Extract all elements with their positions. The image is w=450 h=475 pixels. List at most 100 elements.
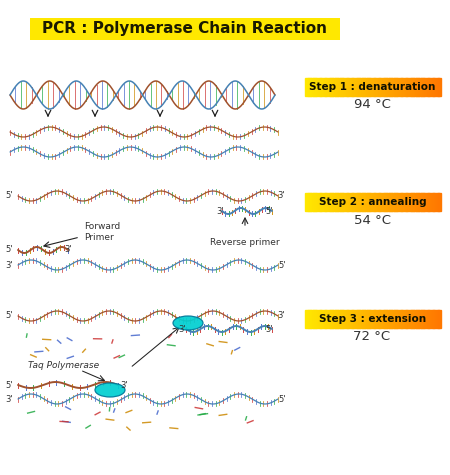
Bar <box>362 193 364 211</box>
Bar <box>410 193 412 211</box>
Bar <box>357 78 360 96</box>
Bar <box>351 78 353 96</box>
Bar <box>410 78 412 96</box>
Text: Taq Polymerase: Taq Polymerase <box>28 361 99 370</box>
Bar <box>423 78 425 96</box>
Bar <box>386 193 388 211</box>
Bar <box>351 193 353 211</box>
Bar <box>427 78 429 96</box>
Bar <box>428 310 430 328</box>
Bar <box>364 193 366 211</box>
Bar <box>339 310 341 328</box>
Bar <box>396 193 398 211</box>
Bar <box>389 78 392 96</box>
Bar <box>379 310 382 328</box>
Bar <box>308 78 310 96</box>
Bar <box>388 193 390 211</box>
Text: Step 3 : extension: Step 3 : extension <box>319 314 426 324</box>
Bar <box>395 310 396 328</box>
Text: 3': 3' <box>64 246 72 255</box>
Ellipse shape <box>173 316 203 330</box>
Text: 5': 5' <box>5 246 13 255</box>
Bar <box>335 78 338 96</box>
Bar <box>398 193 400 211</box>
Bar <box>362 78 364 96</box>
Bar <box>376 193 378 211</box>
Bar <box>420 310 422 328</box>
Bar <box>428 78 430 96</box>
Bar <box>405 310 407 328</box>
Bar <box>332 310 334 328</box>
Bar <box>391 193 393 211</box>
Bar <box>364 78 366 96</box>
Bar <box>307 193 309 211</box>
Bar <box>388 310 390 328</box>
Bar <box>398 310 400 328</box>
Bar <box>373 78 375 96</box>
Bar <box>325 78 328 96</box>
Bar <box>405 78 407 96</box>
Bar <box>314 310 315 328</box>
Bar <box>408 78 410 96</box>
Bar <box>436 78 439 96</box>
Bar <box>322 78 324 96</box>
Bar <box>396 310 398 328</box>
Bar <box>381 78 383 96</box>
Bar <box>322 310 324 328</box>
Bar <box>415 310 417 328</box>
Bar <box>330 193 333 211</box>
Bar <box>435 193 437 211</box>
Bar <box>371 193 373 211</box>
Bar <box>362 310 364 328</box>
Text: 5': 5' <box>5 191 13 200</box>
Text: PCR : Polymerase Chain Reaction: PCR : Polymerase Chain Reaction <box>42 21 328 37</box>
Text: 94 °C: 94 °C <box>354 98 391 112</box>
Bar <box>364 310 366 328</box>
Bar <box>312 193 314 211</box>
Bar <box>346 193 348 211</box>
Bar <box>344 310 346 328</box>
Bar <box>374 310 376 328</box>
Bar <box>327 310 329 328</box>
Bar <box>344 193 346 211</box>
Bar <box>356 310 358 328</box>
Bar <box>342 78 344 96</box>
Bar <box>369 193 371 211</box>
Bar <box>401 310 403 328</box>
Bar <box>382 193 385 211</box>
Bar <box>330 78 333 96</box>
Bar <box>371 78 373 96</box>
Bar <box>361 78 363 96</box>
Bar <box>379 193 382 211</box>
Bar <box>418 310 420 328</box>
Bar <box>396 78 398 96</box>
Text: Forward
Primer: Forward Primer <box>84 222 120 242</box>
Bar <box>430 193 432 211</box>
Text: 3': 3' <box>120 380 128 390</box>
Bar <box>310 78 312 96</box>
Bar <box>324 193 326 211</box>
Bar <box>391 78 393 96</box>
Bar <box>354 193 356 211</box>
Bar <box>403 310 405 328</box>
Bar <box>317 310 319 328</box>
Bar <box>317 193 319 211</box>
Bar <box>438 310 441 328</box>
Bar <box>314 78 315 96</box>
Bar <box>418 193 420 211</box>
Bar <box>373 193 375 211</box>
Bar <box>415 193 417 211</box>
Bar <box>428 193 430 211</box>
Bar <box>341 78 342 96</box>
Bar <box>411 310 414 328</box>
Bar <box>389 193 392 211</box>
Text: 3': 3' <box>5 395 13 403</box>
Bar <box>408 193 410 211</box>
Text: 3': 3' <box>178 324 185 333</box>
Text: Step 2 : annealing: Step 2 : annealing <box>319 197 426 207</box>
Bar <box>322 193 324 211</box>
Bar <box>315 78 317 96</box>
Text: 5': 5' <box>278 260 285 269</box>
Bar <box>416 78 418 96</box>
Bar <box>418 78 420 96</box>
